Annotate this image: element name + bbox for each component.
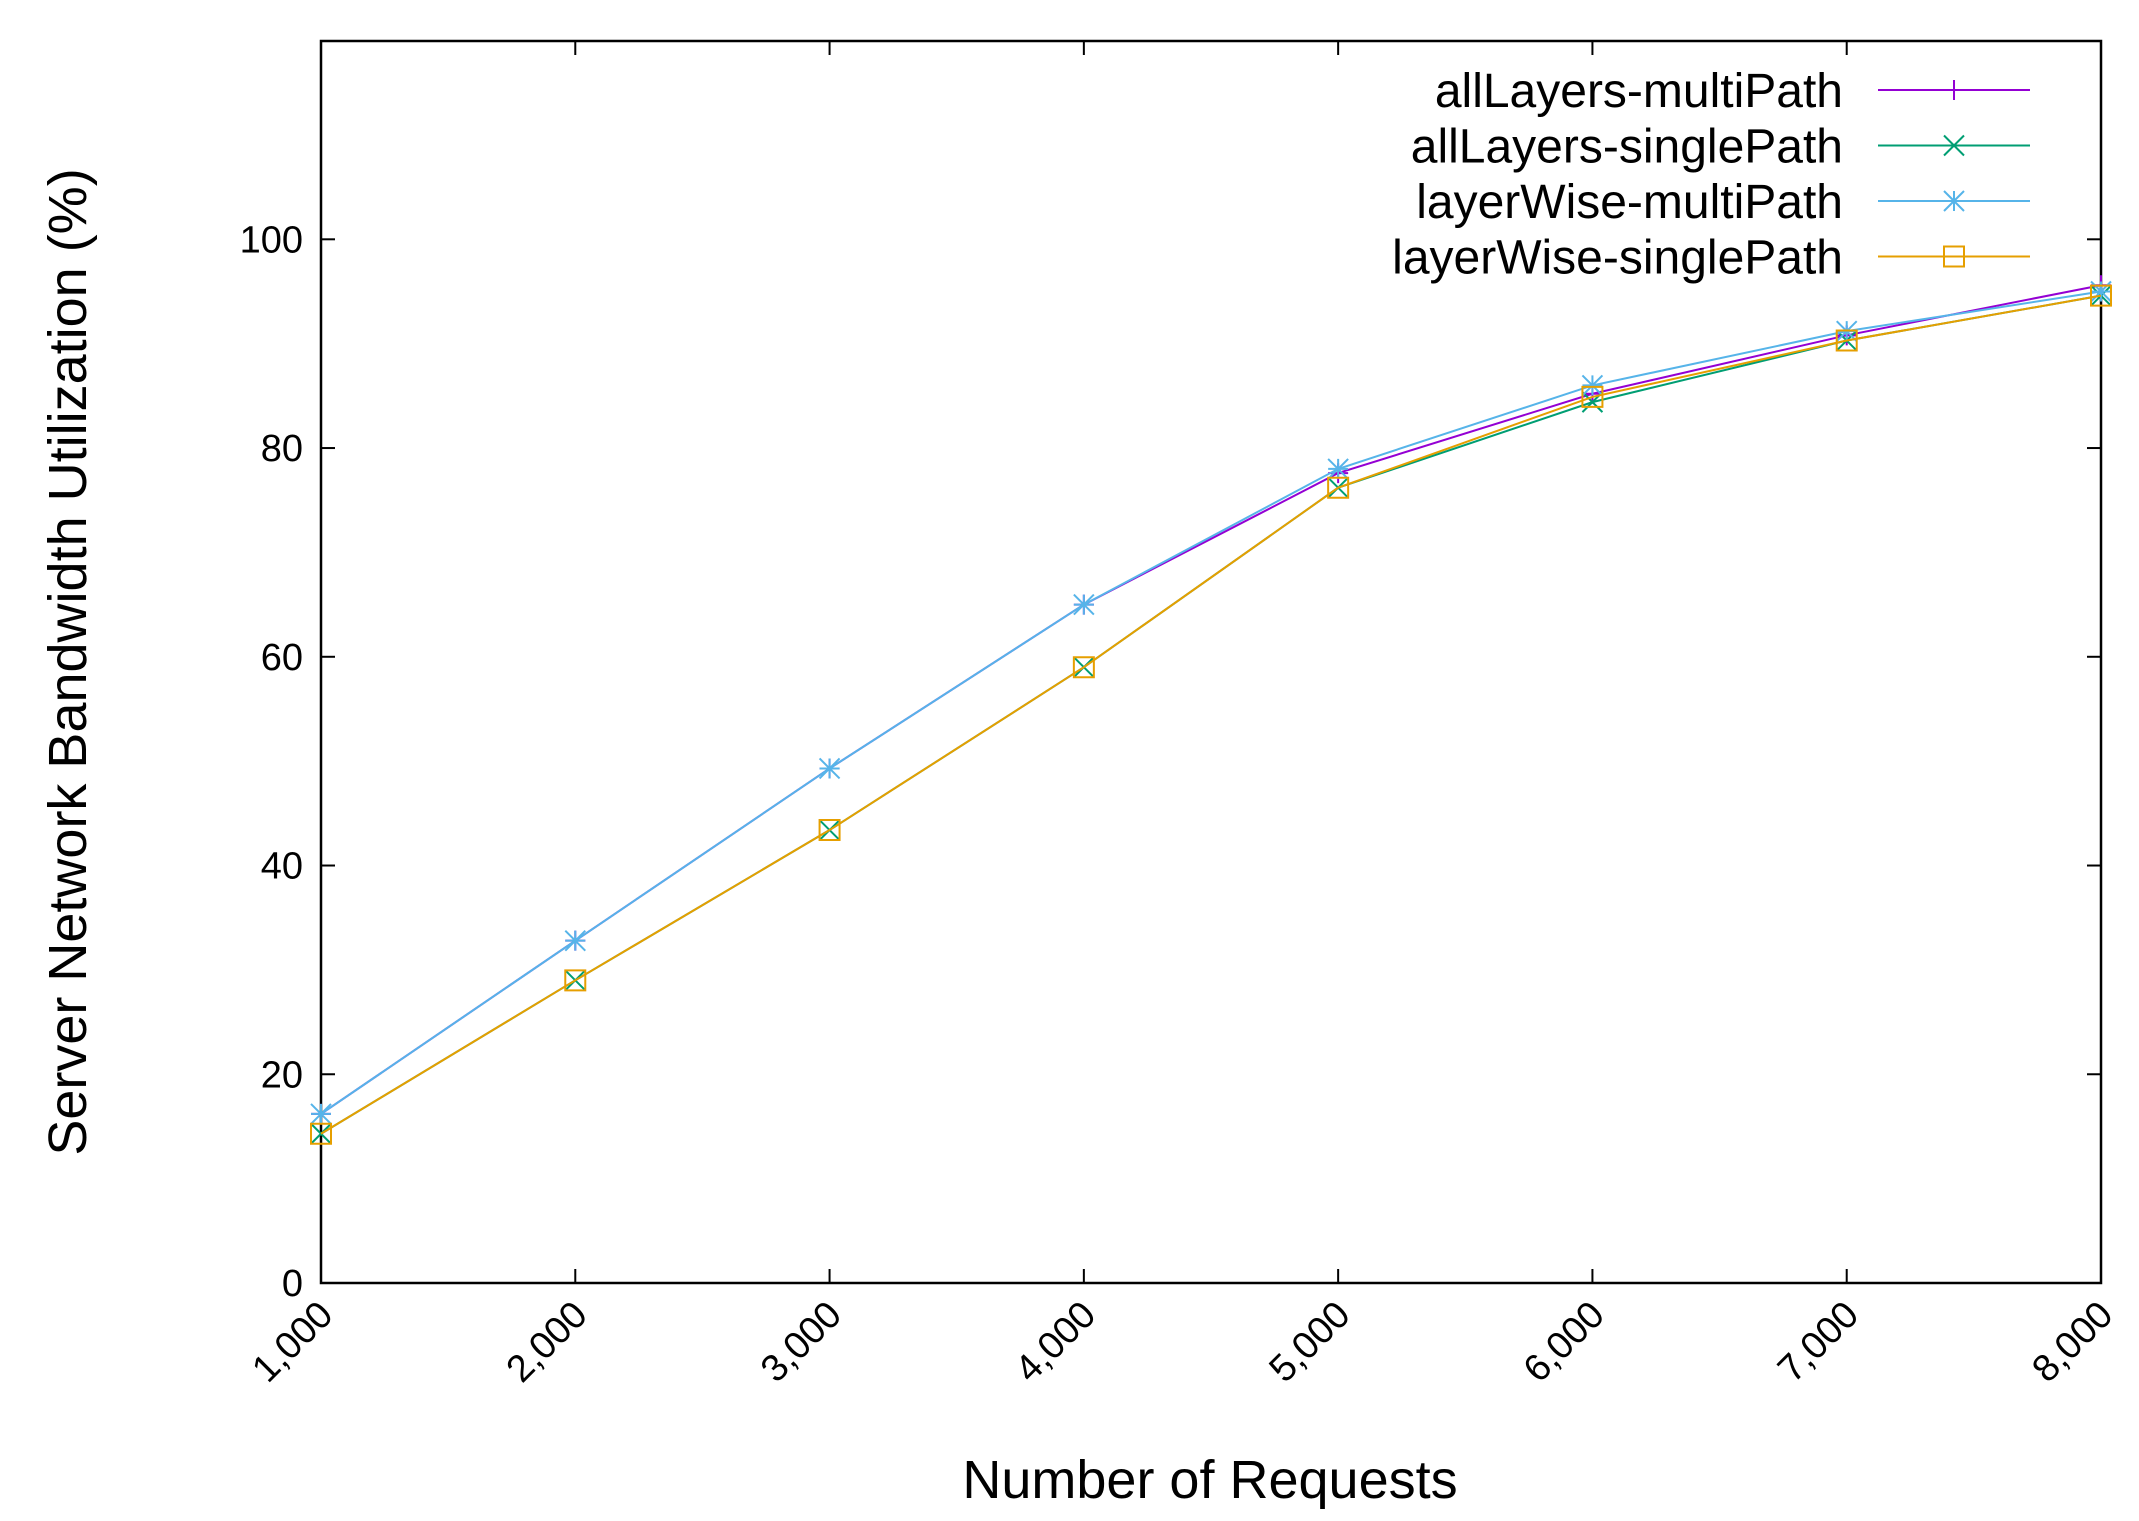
x-tick-label: 3,000 (753, 1294, 850, 1391)
legend-label: layerWise-singlePath (1392, 232, 1843, 285)
marker (818, 819, 841, 842)
y-tick-label: 40 (261, 846, 303, 888)
x-tick-label: 8,000 (2024, 1294, 2121, 1391)
x-tick-label: 6,000 (1516, 1294, 1613, 1391)
marker (310, 1122, 332, 1145)
x-tick-label: 2,000 (499, 1294, 596, 1391)
x-tick-label: 7,000 (1770, 1294, 1867, 1391)
marker (1943, 190, 1965, 212)
marker (1835, 329, 1858, 352)
marker (1943, 134, 1965, 157)
y-tick-label: 0 (282, 1263, 303, 1305)
marker (2090, 284, 2112, 307)
marker (310, 1103, 332, 1125)
marker (818, 757, 841, 780)
x-axis-label: Number of Requests (962, 1450, 1457, 1510)
x-tick-label: 5,000 (1262, 1294, 1359, 1391)
marker (1943, 245, 1965, 268)
y-axis-label: Server Network Bandwidth Utilization (%) (38, 168, 98, 1155)
x-tick-label: 4,000 (1007, 1294, 1104, 1391)
marker (2090, 280, 2112, 303)
legend-label: allLayers-multiPath (1435, 65, 1843, 118)
marker (1073, 593, 1095, 616)
marker (1581, 385, 1604, 408)
y-tick-label: 100 (240, 219, 303, 261)
series-line (320, 294, 2102, 1135)
x-tick-label: 1,000 (244, 1294, 341, 1391)
series-line (320, 290, 2102, 1115)
y-tick-label: 20 (261, 1054, 303, 1096)
marker (564, 969, 587, 992)
plot-frame (319, 39, 2103, 1285)
y-tick-label: 80 (261, 428, 303, 470)
series-line (320, 284, 2102, 1115)
marker (1072, 656, 1095, 679)
marker (1327, 458, 1349, 480)
marker (1327, 476, 1350, 499)
y-tick-label: 60 (261, 637, 303, 679)
marker (1581, 374, 1604, 397)
legend-label: layerWise-multiPath (1416, 176, 1843, 229)
legend-label: allLayers-singlePath (1411, 121, 1843, 174)
marker (564, 929, 586, 952)
marker (1944, 80, 1964, 100)
series-line (320, 294, 2102, 1135)
